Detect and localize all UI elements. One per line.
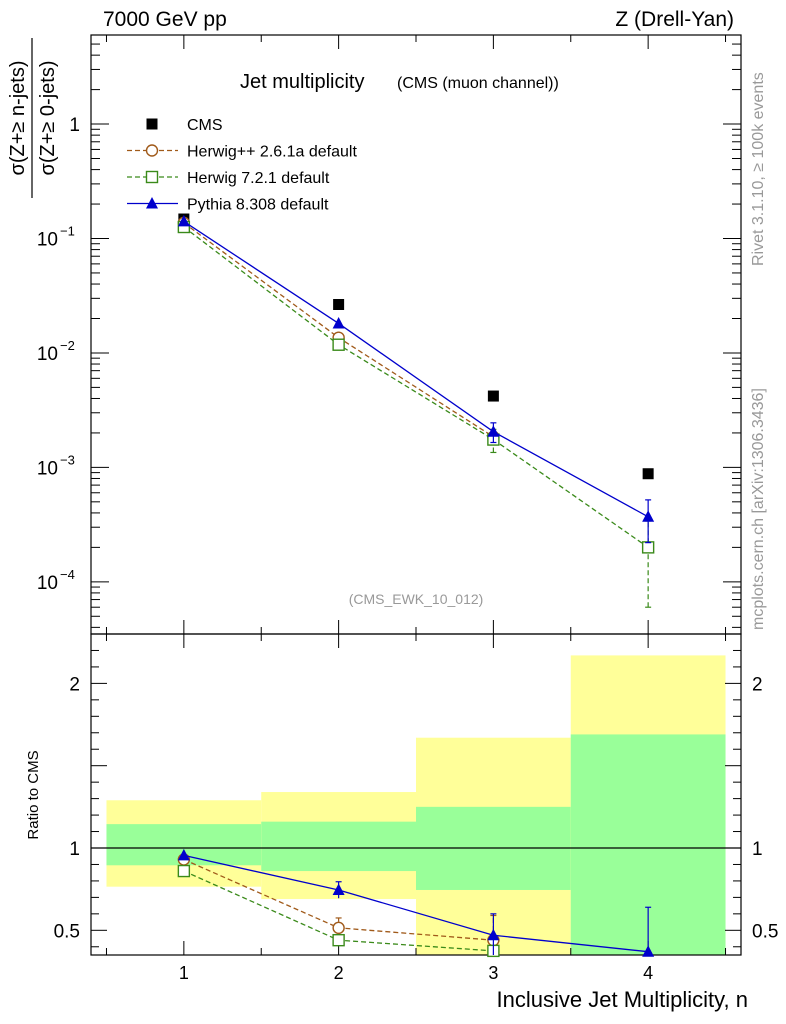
data-point	[332, 933, 345, 947]
data-point	[332, 316, 345, 329]
svg-text:−3: −3	[60, 452, 75, 467]
main-series-3	[177, 220, 655, 608]
legend-entry-1: CMS	[146, 117, 223, 134]
header-right: Z (Drell-Yan)	[615, 8, 734, 31]
data-point	[487, 425, 500, 437]
svg-text:1: 1	[69, 115, 80, 136]
data-point	[642, 468, 654, 480]
x-tick-label-3: 3	[488, 963, 498, 983]
main-series-line	[183, 220, 649, 518]
analysis-tag: (CMS_EWK_10_012)	[349, 591, 484, 607]
data-point	[487, 928, 500, 941]
legend-marker	[146, 197, 158, 209]
y-label-numerator: σ(Z+≥ n-jets)	[7, 61, 29, 176]
ratio-y-tick-label-left: 0.5	[54, 921, 80, 942]
ratio-series-line	[183, 854, 649, 953]
data-point	[642, 510, 655, 522]
data-point	[642, 945, 655, 957]
legend-entry-2: Herwig++ 2.6.1a default	[127, 144, 357, 161]
legend-label: Herwig++ 2.6.1a default	[187, 144, 357, 161]
y-tick-label-5: 10 −4	[37, 567, 75, 594]
ratio-y-axis-label: Ratio to CMS	[25, 750, 42, 839]
ratio-band-inner-2	[261, 821, 416, 872]
x-axis-label: Inclusive Jet Multiplicity, n	[497, 987, 748, 1012]
header-left: 7000 GeV pp	[103, 8, 227, 31]
data-point	[487, 390, 499, 402]
data-point	[332, 338, 345, 351]
svg-text:−4: −4	[60, 567, 75, 582]
chart-subtitle: (CMS (muon channel))	[397, 75, 559, 92]
ratio-bands	[91, 655, 741, 955]
svg-text:−1: −1	[60, 223, 75, 238]
y-label-denominator: σ(Z+≥ 0-jets)	[37, 61, 59, 176]
main-series-4	[177, 214, 655, 544]
data-point	[177, 864, 191, 878]
legend-label: Pythia 8.308 default	[187, 197, 329, 214]
y-tick-label-4: 10 −3	[37, 452, 75, 479]
ratio-y-tick-label-left: 2	[69, 674, 80, 695]
legend: CMS Herwig++ 2.6.1a default Herwig 7.2.1 d…	[127, 117, 357, 214]
data-point	[177, 214, 190, 227]
y-tick-label-3: 10 −2	[37, 338, 75, 365]
svg-text:10: 10	[37, 573, 58, 594]
data-point	[333, 299, 345, 311]
main-series-1	[178, 213, 654, 480]
legend-marker	[145, 144, 159, 157]
legend-marker	[146, 118, 158, 130]
legend-entry-4: Pythia 8.308 default	[127, 197, 329, 214]
ratio-y-tick-label-right: 1	[752, 839, 763, 860]
svg-text:−2: −2	[60, 338, 75, 353]
data-point	[177, 848, 190, 861]
x-tick-label-4: 4	[643, 963, 653, 983]
svg-text:10: 10	[37, 229, 58, 250]
legend-label: CMS	[187, 117, 223, 134]
y-tick-label-2: 10 −1	[37, 223, 75, 250]
chart-title: Jet multiplicity	[240, 71, 364, 93]
x-tick-label-2: 2	[334, 963, 344, 983]
ratio-series-3	[177, 848, 655, 957]
ratio-y-tick-label-right: 0.5	[752, 921, 778, 942]
y-tick-label-1: 1	[69, 115, 80, 136]
ratio-y-tick-label-left: 1	[69, 839, 80, 860]
legend-entry-3: Herwig 7.2.1 default	[127, 170, 330, 187]
data-point	[641, 541, 655, 554]
data-point	[332, 883, 345, 895]
legend-label: Herwig 7.2.1 default	[187, 170, 330, 187]
ratio-y-tick-label-right: 2	[752, 674, 763, 695]
svg-text:10: 10	[37, 344, 58, 365]
data-point	[332, 921, 345, 935]
svg-text:10: 10	[37, 458, 58, 479]
x-tick-label-1: 1	[179, 963, 189, 983]
main-series-line	[183, 222, 494, 438]
series-layer	[177, 213, 655, 958]
legend-marker	[145, 170, 159, 184]
main-series-2	[177, 216, 500, 444]
main-series-line	[183, 226, 649, 548]
main-y-axis-label: σ(Z+≥ n-jets) σ(Z+≥ 0-jets)	[7, 38, 59, 198]
